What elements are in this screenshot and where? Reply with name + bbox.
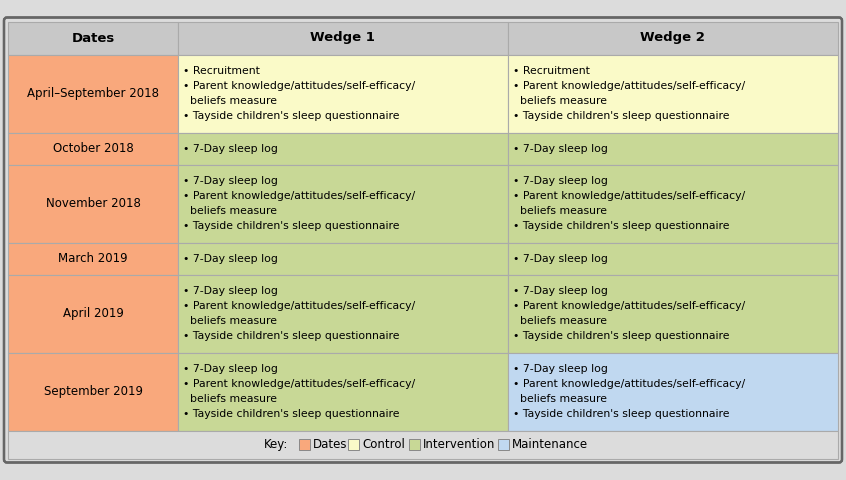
- Text: Dates: Dates: [313, 438, 348, 451]
- Text: • Parent knowledge/attitudes/self-efficacy/: • Parent knowledge/attitudes/self-effica…: [513, 191, 744, 201]
- Text: • Tayside children's sleep questionnaire: • Tayside children's sleep questionnaire: [513, 331, 729, 341]
- Text: • Parent knowledge/attitudes/self-efficacy/: • Parent knowledge/attitudes/self-effica…: [183, 301, 415, 311]
- Bar: [179, 242, 508, 275]
- Bar: [8, 22, 179, 55]
- Text: • Tayside children's sleep questionnaire: • Tayside children's sleep questionnaire: [183, 221, 399, 231]
- Text: beliefs measure: beliefs measure: [513, 206, 607, 216]
- Bar: [8, 275, 179, 352]
- Text: • 7-Day sleep log: • 7-Day sleep log: [183, 144, 278, 154]
- Text: • Parent knowledge/attitudes/self-efficacy/: • Parent knowledge/attitudes/self-effica…: [183, 191, 415, 201]
- Bar: [179, 132, 508, 165]
- Text: beliefs measure: beliefs measure: [183, 206, 277, 216]
- Text: Intervention: Intervention: [423, 438, 495, 451]
- Text: Control: Control: [362, 438, 405, 451]
- Text: • 7-Day sleep log: • 7-Day sleep log: [513, 144, 607, 154]
- Bar: [179, 275, 508, 352]
- Text: • Parent knowledge/attitudes/self-efficacy/: • Parent knowledge/attitudes/self-effica…: [183, 379, 415, 389]
- Text: beliefs measure: beliefs measure: [183, 394, 277, 404]
- Text: beliefs measure: beliefs measure: [513, 394, 607, 404]
- Text: • Parent knowledge/attitudes/self-efficacy/: • Parent knowledge/attitudes/self-effica…: [183, 81, 415, 91]
- Text: • 7-Day sleep log: • 7-Day sleep log: [183, 176, 278, 186]
- Bar: [508, 132, 838, 165]
- Bar: [179, 165, 508, 242]
- FancyBboxPatch shape: [4, 17, 842, 463]
- Text: Wedge 2: Wedge 2: [640, 32, 706, 45]
- Text: beliefs measure: beliefs measure: [513, 316, 607, 326]
- Text: • 7-Day sleep log: • 7-Day sleep log: [183, 286, 278, 296]
- Text: Dates: Dates: [71, 32, 115, 45]
- Text: beliefs measure: beliefs measure: [513, 96, 607, 106]
- Text: beliefs measure: beliefs measure: [183, 316, 277, 326]
- Bar: [179, 352, 508, 431]
- Text: • 7-Day sleep log: • 7-Day sleep log: [513, 364, 607, 374]
- Text: • Recruitment: • Recruitment: [513, 66, 590, 76]
- Text: • Tayside children's sleep questionnaire: • Tayside children's sleep questionnaire: [183, 331, 399, 341]
- Text: • 7-Day sleep log: • 7-Day sleep log: [513, 253, 607, 264]
- Text: • Tayside children's sleep questionnaire: • Tayside children's sleep questionnaire: [513, 111, 729, 121]
- Text: • 7-Day sleep log: • 7-Day sleep log: [183, 364, 278, 374]
- Bar: [8, 242, 179, 275]
- Bar: [508, 242, 838, 275]
- Text: March 2019: March 2019: [58, 252, 128, 265]
- Text: • Tayside children's sleep questionnaire: • Tayside children's sleep questionnaire: [513, 409, 729, 419]
- Text: • Parent knowledge/attitudes/self-efficacy/: • Parent knowledge/attitudes/self-effica…: [513, 379, 744, 389]
- Text: October 2018: October 2018: [52, 142, 134, 155]
- Bar: [8, 352, 179, 431]
- Text: • Parent knowledge/attitudes/self-efficacy/: • Parent knowledge/attitudes/self-effica…: [513, 301, 744, 311]
- Text: • Tayside children's sleep questionnaire: • Tayside children's sleep questionnaire: [183, 111, 399, 121]
- Bar: [8, 55, 179, 132]
- Bar: [498, 439, 509, 450]
- Text: • 7-Day sleep log: • 7-Day sleep log: [183, 253, 278, 264]
- Text: • Parent knowledge/attitudes/self-efficacy/: • Parent knowledge/attitudes/self-effica…: [513, 81, 744, 91]
- Text: • 7-Day sleep log: • 7-Day sleep log: [513, 286, 607, 296]
- Bar: [508, 165, 838, 242]
- Bar: [8, 132, 179, 165]
- Text: April 2019: April 2019: [63, 307, 124, 320]
- Text: Wedge 1: Wedge 1: [310, 32, 376, 45]
- Bar: [348, 439, 359, 450]
- Text: Key:: Key:: [264, 438, 288, 451]
- Text: • 7-Day sleep log: • 7-Day sleep log: [513, 176, 607, 186]
- Bar: [179, 55, 508, 132]
- Text: • Tayside children's sleep questionnaire: • Tayside children's sleep questionnaire: [513, 221, 729, 231]
- Text: Maintenance: Maintenance: [512, 438, 588, 451]
- Text: • Tayside children's sleep questionnaire: • Tayside children's sleep questionnaire: [183, 409, 399, 419]
- Text: September 2019: September 2019: [44, 385, 143, 398]
- Text: • Recruitment: • Recruitment: [183, 66, 260, 76]
- Bar: [508, 352, 838, 431]
- Bar: [299, 439, 310, 450]
- Text: November 2018: November 2018: [46, 197, 140, 210]
- Bar: [508, 22, 838, 55]
- Bar: [409, 439, 420, 450]
- Bar: [508, 55, 838, 132]
- Bar: [179, 22, 508, 55]
- Text: April–September 2018: April–September 2018: [27, 87, 159, 100]
- Text: beliefs measure: beliefs measure: [183, 96, 277, 106]
- Bar: [508, 275, 838, 352]
- Bar: [8, 165, 179, 242]
- Bar: [8, 431, 838, 458]
